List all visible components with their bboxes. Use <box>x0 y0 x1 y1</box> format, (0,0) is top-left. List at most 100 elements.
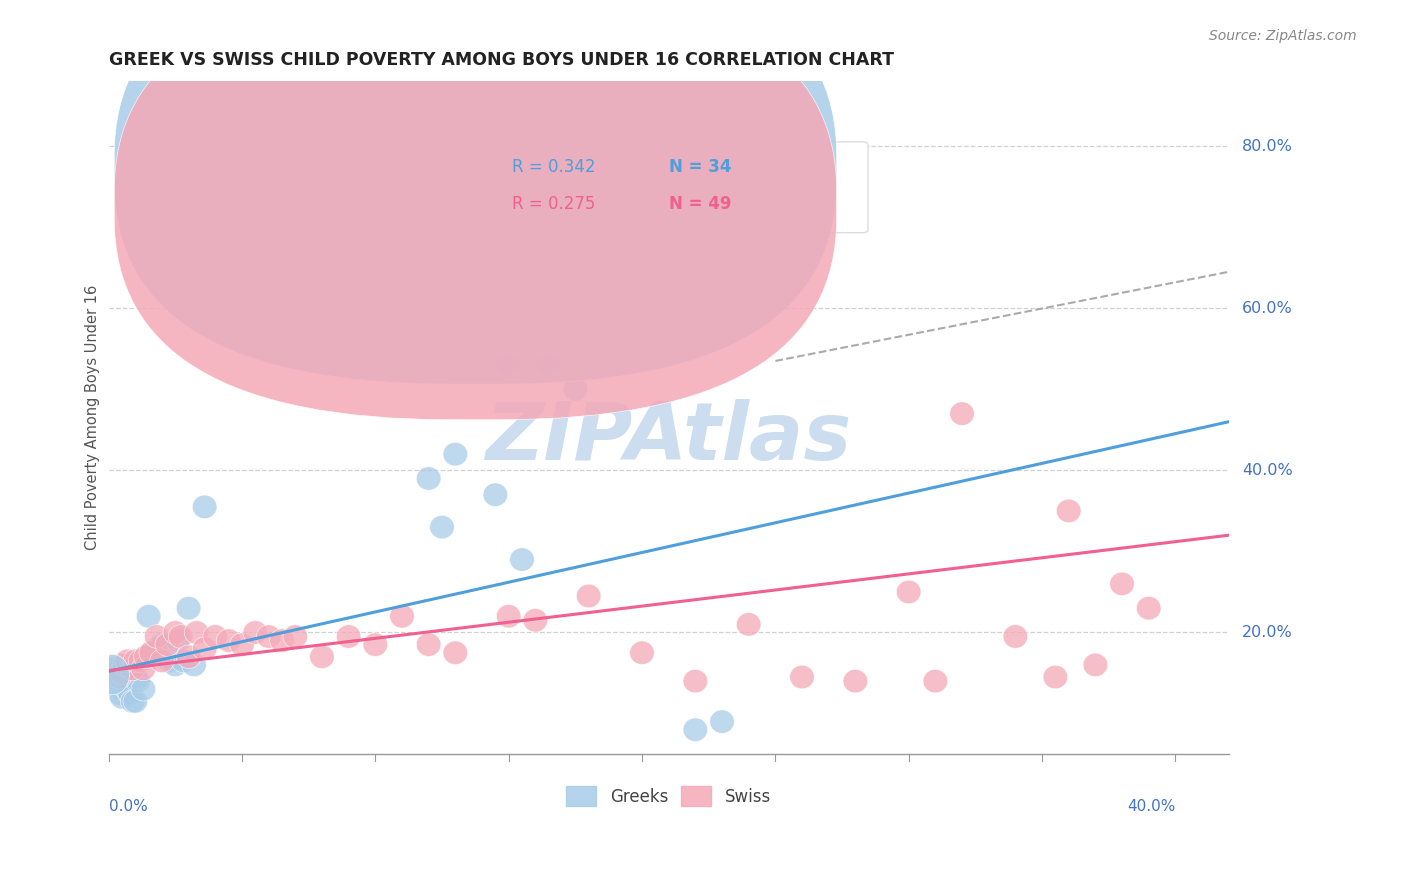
Ellipse shape <box>112 665 136 689</box>
Text: 40.0%: 40.0% <box>1241 463 1294 478</box>
Ellipse shape <box>122 690 148 713</box>
Ellipse shape <box>710 710 734 733</box>
Ellipse shape <box>118 681 142 705</box>
Ellipse shape <box>134 645 159 669</box>
Ellipse shape <box>122 665 148 689</box>
Ellipse shape <box>790 665 814 689</box>
Ellipse shape <box>243 621 267 644</box>
Text: GREEK VS SWISS CHILD POVERTY AMONG BOYS UNDER 16 CORRELATION CHART: GREEK VS SWISS CHILD POVERTY AMONG BOYS … <box>108 51 894 69</box>
Text: R = 0.275: R = 0.275 <box>512 194 595 213</box>
Ellipse shape <box>683 718 707 741</box>
FancyBboxPatch shape <box>432 142 868 233</box>
Ellipse shape <box>576 584 600 607</box>
Ellipse shape <box>496 605 522 628</box>
Ellipse shape <box>309 645 335 669</box>
Ellipse shape <box>270 629 294 652</box>
Legend: Greeks, Swiss: Greeks, Swiss <box>560 780 778 813</box>
Ellipse shape <box>128 649 153 673</box>
Ellipse shape <box>107 665 132 689</box>
Ellipse shape <box>416 632 441 657</box>
Ellipse shape <box>496 353 522 376</box>
Ellipse shape <box>139 641 163 665</box>
Ellipse shape <box>110 677 135 701</box>
Text: 20.0%: 20.0% <box>1241 625 1294 640</box>
Ellipse shape <box>193 495 217 518</box>
Ellipse shape <box>484 483 508 507</box>
Ellipse shape <box>336 624 361 648</box>
Ellipse shape <box>1136 597 1161 620</box>
Ellipse shape <box>202 624 228 648</box>
Ellipse shape <box>145 637 169 660</box>
Ellipse shape <box>115 677 139 701</box>
Ellipse shape <box>256 624 281 648</box>
Ellipse shape <box>112 653 136 677</box>
Ellipse shape <box>562 377 588 401</box>
Text: 0.0%: 0.0% <box>108 798 148 814</box>
Text: N = 49: N = 49 <box>669 194 731 213</box>
Text: Source: ZipAtlas.com: Source: ZipAtlas.com <box>1209 29 1357 43</box>
Ellipse shape <box>122 649 148 673</box>
Ellipse shape <box>101 657 127 681</box>
Ellipse shape <box>229 632 254 657</box>
Ellipse shape <box>121 690 145 713</box>
Ellipse shape <box>1002 624 1028 648</box>
Ellipse shape <box>389 605 415 628</box>
Ellipse shape <box>96 655 129 695</box>
Ellipse shape <box>1109 572 1135 596</box>
Text: N = 34: N = 34 <box>669 158 731 176</box>
Ellipse shape <box>949 402 974 425</box>
Ellipse shape <box>136 605 160 628</box>
Ellipse shape <box>149 632 174 657</box>
Ellipse shape <box>139 641 163 665</box>
Ellipse shape <box>443 641 468 665</box>
Text: 60.0%: 60.0% <box>1241 301 1294 316</box>
Ellipse shape <box>683 669 707 693</box>
Ellipse shape <box>844 669 868 693</box>
Ellipse shape <box>104 673 129 697</box>
Ellipse shape <box>1043 665 1067 689</box>
Ellipse shape <box>217 629 240 652</box>
Ellipse shape <box>924 669 948 693</box>
Ellipse shape <box>115 649 139 673</box>
Ellipse shape <box>172 649 195 673</box>
Text: ZIPAtlas: ZIPAtlas <box>485 399 852 477</box>
Ellipse shape <box>176 645 201 669</box>
Ellipse shape <box>131 677 156 701</box>
Ellipse shape <box>131 657 156 681</box>
FancyBboxPatch shape <box>114 0 837 384</box>
Ellipse shape <box>110 686 135 709</box>
Ellipse shape <box>630 641 654 665</box>
Ellipse shape <box>1083 653 1108 677</box>
Ellipse shape <box>897 580 921 604</box>
Ellipse shape <box>737 613 761 636</box>
Ellipse shape <box>110 661 135 685</box>
Ellipse shape <box>283 624 308 648</box>
Ellipse shape <box>523 608 548 632</box>
Ellipse shape <box>149 649 174 673</box>
Ellipse shape <box>510 548 534 571</box>
Ellipse shape <box>155 632 180 657</box>
Ellipse shape <box>101 665 127 689</box>
Ellipse shape <box>169 624 193 648</box>
Ellipse shape <box>163 653 187 677</box>
Ellipse shape <box>363 632 388 657</box>
Ellipse shape <box>416 467 441 491</box>
FancyBboxPatch shape <box>114 0 837 420</box>
Ellipse shape <box>125 669 150 693</box>
Ellipse shape <box>193 637 217 660</box>
Text: 40.0%: 40.0% <box>1128 798 1175 814</box>
Ellipse shape <box>443 442 468 466</box>
Text: R = 0.342: R = 0.342 <box>512 158 595 176</box>
Ellipse shape <box>145 624 169 648</box>
Ellipse shape <box>163 621 187 644</box>
Ellipse shape <box>184 621 209 644</box>
Ellipse shape <box>536 353 561 376</box>
Ellipse shape <box>1056 500 1081 523</box>
Ellipse shape <box>181 653 207 677</box>
Ellipse shape <box>166 629 190 652</box>
Ellipse shape <box>430 516 454 539</box>
Y-axis label: Child Poverty Among Boys Under 16: Child Poverty Among Boys Under 16 <box>86 285 100 550</box>
Text: 80.0%: 80.0% <box>1241 138 1294 153</box>
Ellipse shape <box>176 597 201 620</box>
Ellipse shape <box>121 657 145 681</box>
